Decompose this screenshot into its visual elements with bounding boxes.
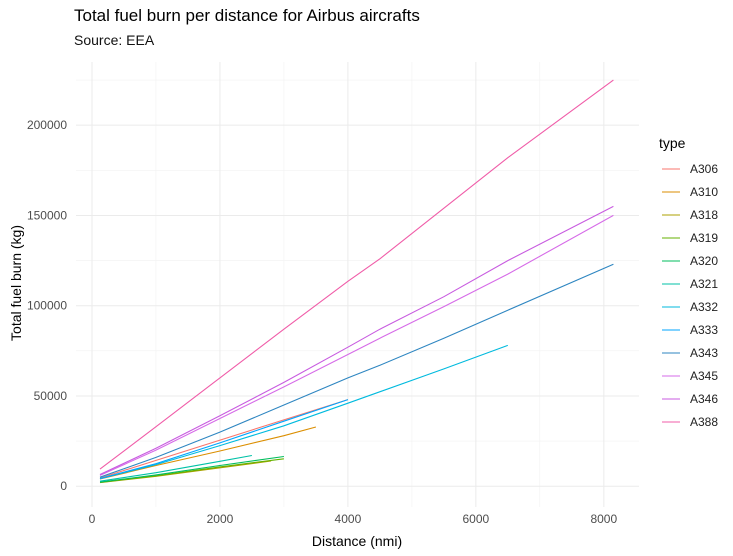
series-line-a320 [99, 455, 284, 483]
x-tick-label: 2000 [207, 512, 234, 526]
legend-label-a320: A320 [690, 254, 718, 268]
series-line-a345 [99, 214, 614, 476]
legend-items: A306 A310 A318 A319 A320 A321 A332 A333 A343 A345… [662, 162, 718, 429]
x-tick-label: 0 [89, 512, 96, 526]
y-tick-label: 50000 [34, 389, 68, 403]
legend-label-a388: A388 [690, 415, 718, 429]
series-line-a333 [99, 399, 349, 480]
x-tick-label: 4000 [335, 512, 362, 526]
x-tick-label: 8000 [590, 512, 617, 526]
legend-label-a318: A318 [690, 208, 718, 222]
x-axis-ticks: 0 2000 4000 6000 8000 [89, 512, 618, 526]
series-line-a306 [99, 399, 349, 479]
chart-title: Total fuel burn per distance for Airbus … [74, 6, 420, 25]
x-axis-title: Distance (nmi) [312, 533, 402, 549]
legend-label-a332: A332 [690, 300, 718, 314]
series-lines [99, 79, 614, 484]
y-tick-label: 150000 [27, 208, 67, 222]
y-axis-ticks: 0 50000 100000 150000 200000 [27, 118, 67, 493]
legend-label-a319: A319 [690, 231, 718, 245]
series-line-a321 [99, 454, 252, 482]
legend-label-a333: A333 [690, 323, 718, 337]
series-line-a388 [99, 79, 614, 470]
chart-subtitle: Source: EEA [74, 32, 155, 48]
legend-title: type [659, 135, 686, 151]
series-line-a319 [99, 458, 284, 483]
y-tick-label: 100000 [27, 299, 67, 313]
series-line-a346 [99, 205, 614, 475]
x-tick-label: 6000 [463, 512, 490, 526]
y-axis-title: Total fuel burn (kg) [8, 225, 24, 341]
y-tick-label: 0 [60, 479, 67, 493]
legend-label-a310: A310 [690, 185, 718, 199]
minor-gridlines [76, 62, 639, 507]
legend-label-a306: A306 [690, 162, 718, 176]
series-line-a332 [99, 344, 508, 480]
legend-label-a343: A343 [690, 346, 718, 360]
y-tick-label: 200000 [27, 118, 67, 132]
legend: type A306 A310 A318 A319 A320 A321 A332 A333 A34… [659, 135, 718, 429]
legend-label-a345: A345 [690, 369, 718, 383]
legend-label-a321: A321 [690, 277, 718, 291]
series-line-a343 [99, 263, 614, 478]
series-line-a310 [99, 426, 317, 480]
legend-label-a346: A346 [690, 392, 718, 406]
major-gridlines [76, 62, 639, 507]
